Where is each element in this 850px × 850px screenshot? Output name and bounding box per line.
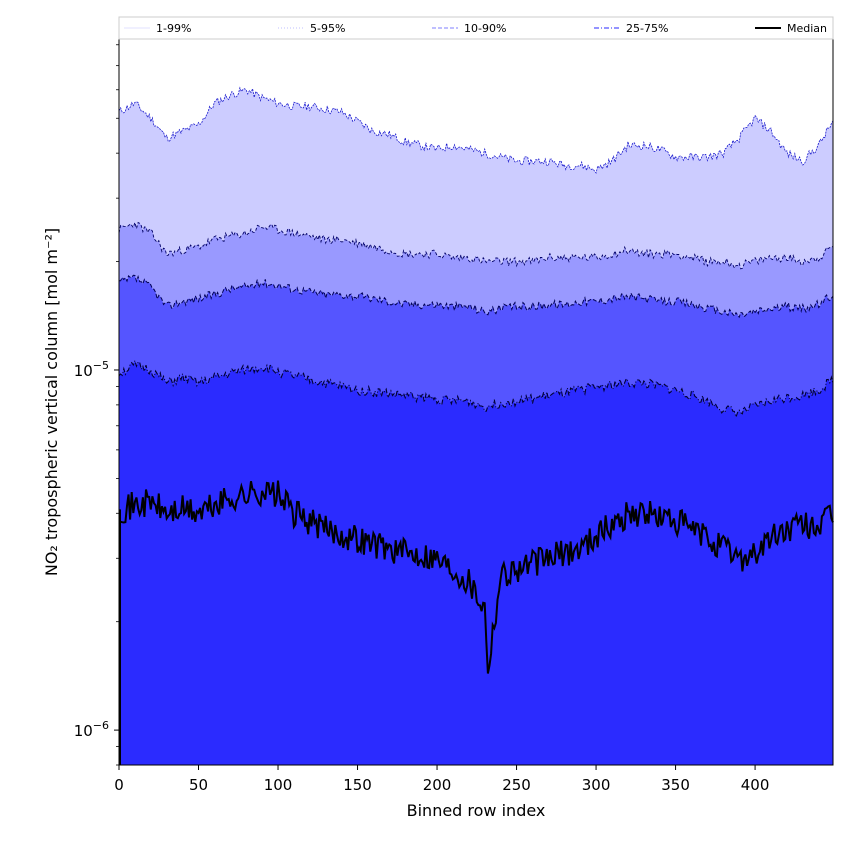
x-tick-label: 250 [502,776,531,794]
series-25-line [118,358,834,419]
x-tick-label: 200 [423,776,452,794]
band-layer [119,87,833,766]
x-tick-label: 50 [189,776,208,794]
legend-frame [118,16,834,40]
y-axis-title: NO₂ tropospheric vertical column [mol m⁻… [42,228,61,576]
y-tick-label: 10−6 [74,719,109,740]
x-axis-title: Binned row index [407,801,546,820]
x-tick-label: 300 [582,776,611,794]
band-25 [119,360,833,765]
legend-label: 5-95% [310,22,345,35]
x-tick-label: 350 [661,776,690,794]
x-tick-label: 150 [343,776,372,794]
series-95-line [118,86,834,174]
series-lines [118,86,834,765]
x-tick-label: 400 [741,776,770,794]
x-tick-label: 100 [264,776,293,794]
series-75-line [119,274,834,319]
legend-label: 10-90% [464,22,506,35]
x-axis: 0 50 100 150 200 250 300 350 400 [114,765,769,794]
legend-label: 25-75% [626,22,668,35]
series-median-line [118,480,834,674]
x-tick-label: 0 [114,776,124,794]
legend-label: 1-99% [156,22,191,35]
legend-label: Median [787,22,827,35]
series-90-line [118,220,834,270]
legend: 1-99% 5-95% 10-90% 25-75% Median [118,16,834,40]
y-tick-label: 10−5 [74,359,109,380]
y-axis: 10−6 10−5 [74,44,119,766]
